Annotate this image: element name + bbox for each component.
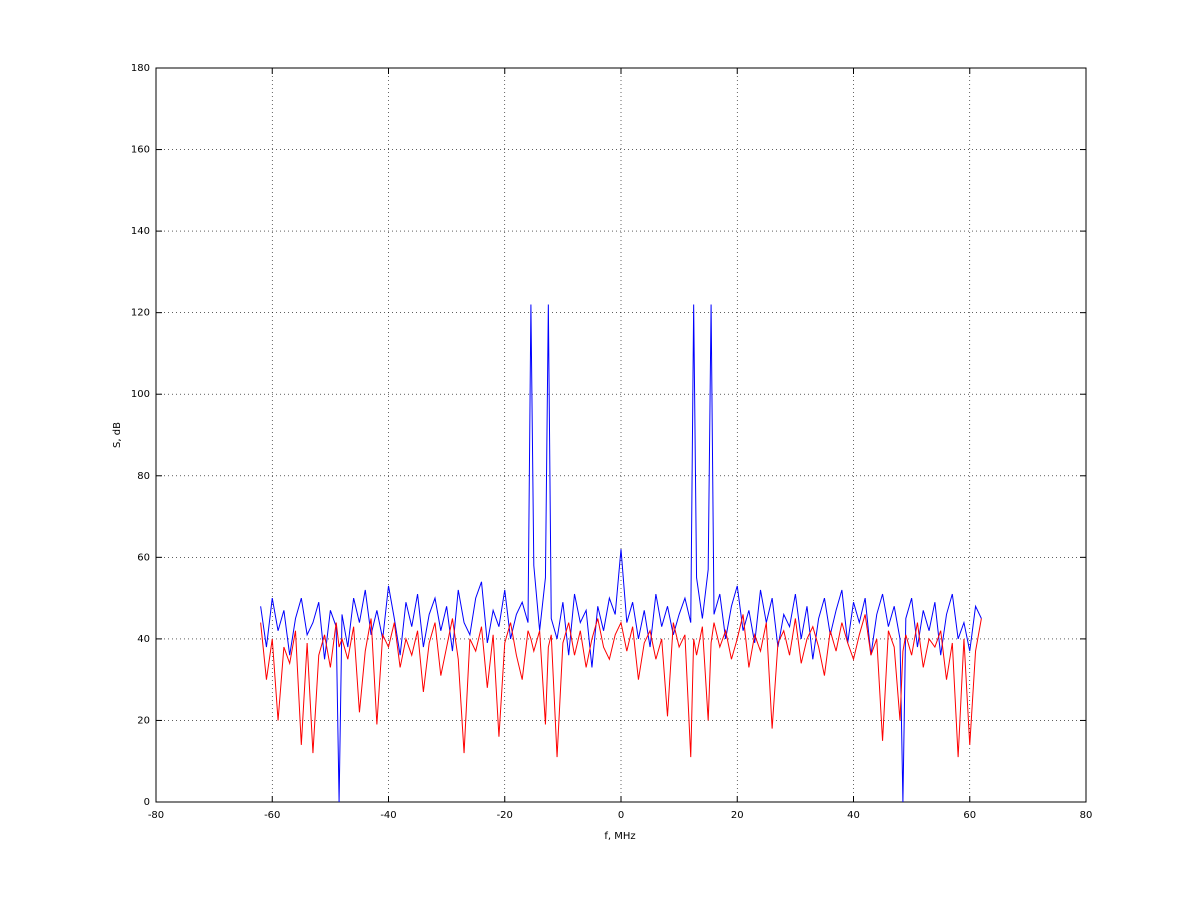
y-tick-label: 40: [137, 634, 150, 645]
series-line: [260, 614, 982, 758]
y-tick-label: 80: [137, 471, 150, 482]
series-line: [260, 304, 982, 803]
x-tick-label: 20: [731, 810, 744, 821]
x-tick-label: 0: [618, 810, 624, 821]
x-tick-label: -80: [148, 810, 164, 821]
x-tick-label: -60: [264, 810, 280, 821]
x-tick-label: -40: [380, 810, 396, 821]
y-tick-label: 180: [131, 63, 150, 74]
y-axis-label: S, dB: [112, 422, 123, 448]
x-tick-label: 40: [847, 810, 860, 821]
x-axis-label: f, MHz: [604, 831, 635, 842]
x-tick-label: 80: [1080, 810, 1093, 821]
y-tick-label: 60: [137, 552, 150, 563]
y-tick-label: 120: [131, 308, 150, 319]
x-tick-label: -20: [497, 810, 513, 821]
x-tick-label: 60: [963, 810, 976, 821]
y-tick-label: 20: [137, 715, 150, 726]
y-tick-label: 0: [144, 797, 150, 808]
y-tick-label: 140: [131, 226, 150, 237]
plot-frame: [155, 67, 1087, 803]
y-tick-label: 160: [131, 145, 150, 156]
y-tick-label: 100: [131, 389, 150, 400]
